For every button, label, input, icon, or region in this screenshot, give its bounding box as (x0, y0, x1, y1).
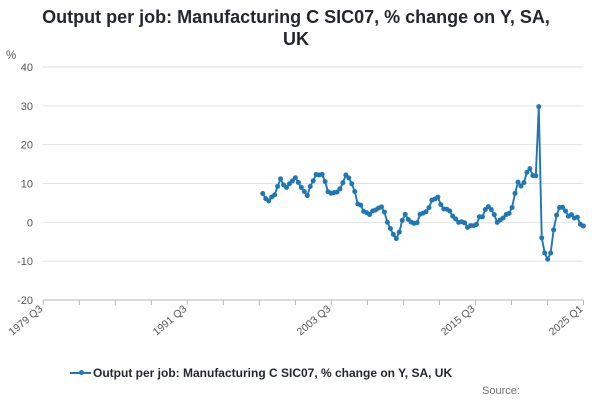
svg-text:40: 40 (21, 62, 33, 74)
svg-text:-10: -10 (17, 256, 33, 268)
svg-text:2025 Q1: 2025 Q1 (547, 303, 586, 338)
svg-text:2015 Q3: 2015 Q3 (439, 303, 478, 338)
svg-text:0: 0 (27, 217, 33, 229)
svg-text:1979 Q3: 1979 Q3 (7, 303, 46, 338)
svg-text:20: 20 (21, 140, 33, 152)
svg-text:30: 30 (21, 101, 33, 113)
svg-text:10: 10 (21, 179, 33, 191)
svg-text:1991 Q3: 1991 Q3 (151, 303, 190, 338)
svg-text:-20: -20 (17, 295, 33, 307)
svg-text:2003 Q3: 2003 Q3 (295, 303, 334, 338)
